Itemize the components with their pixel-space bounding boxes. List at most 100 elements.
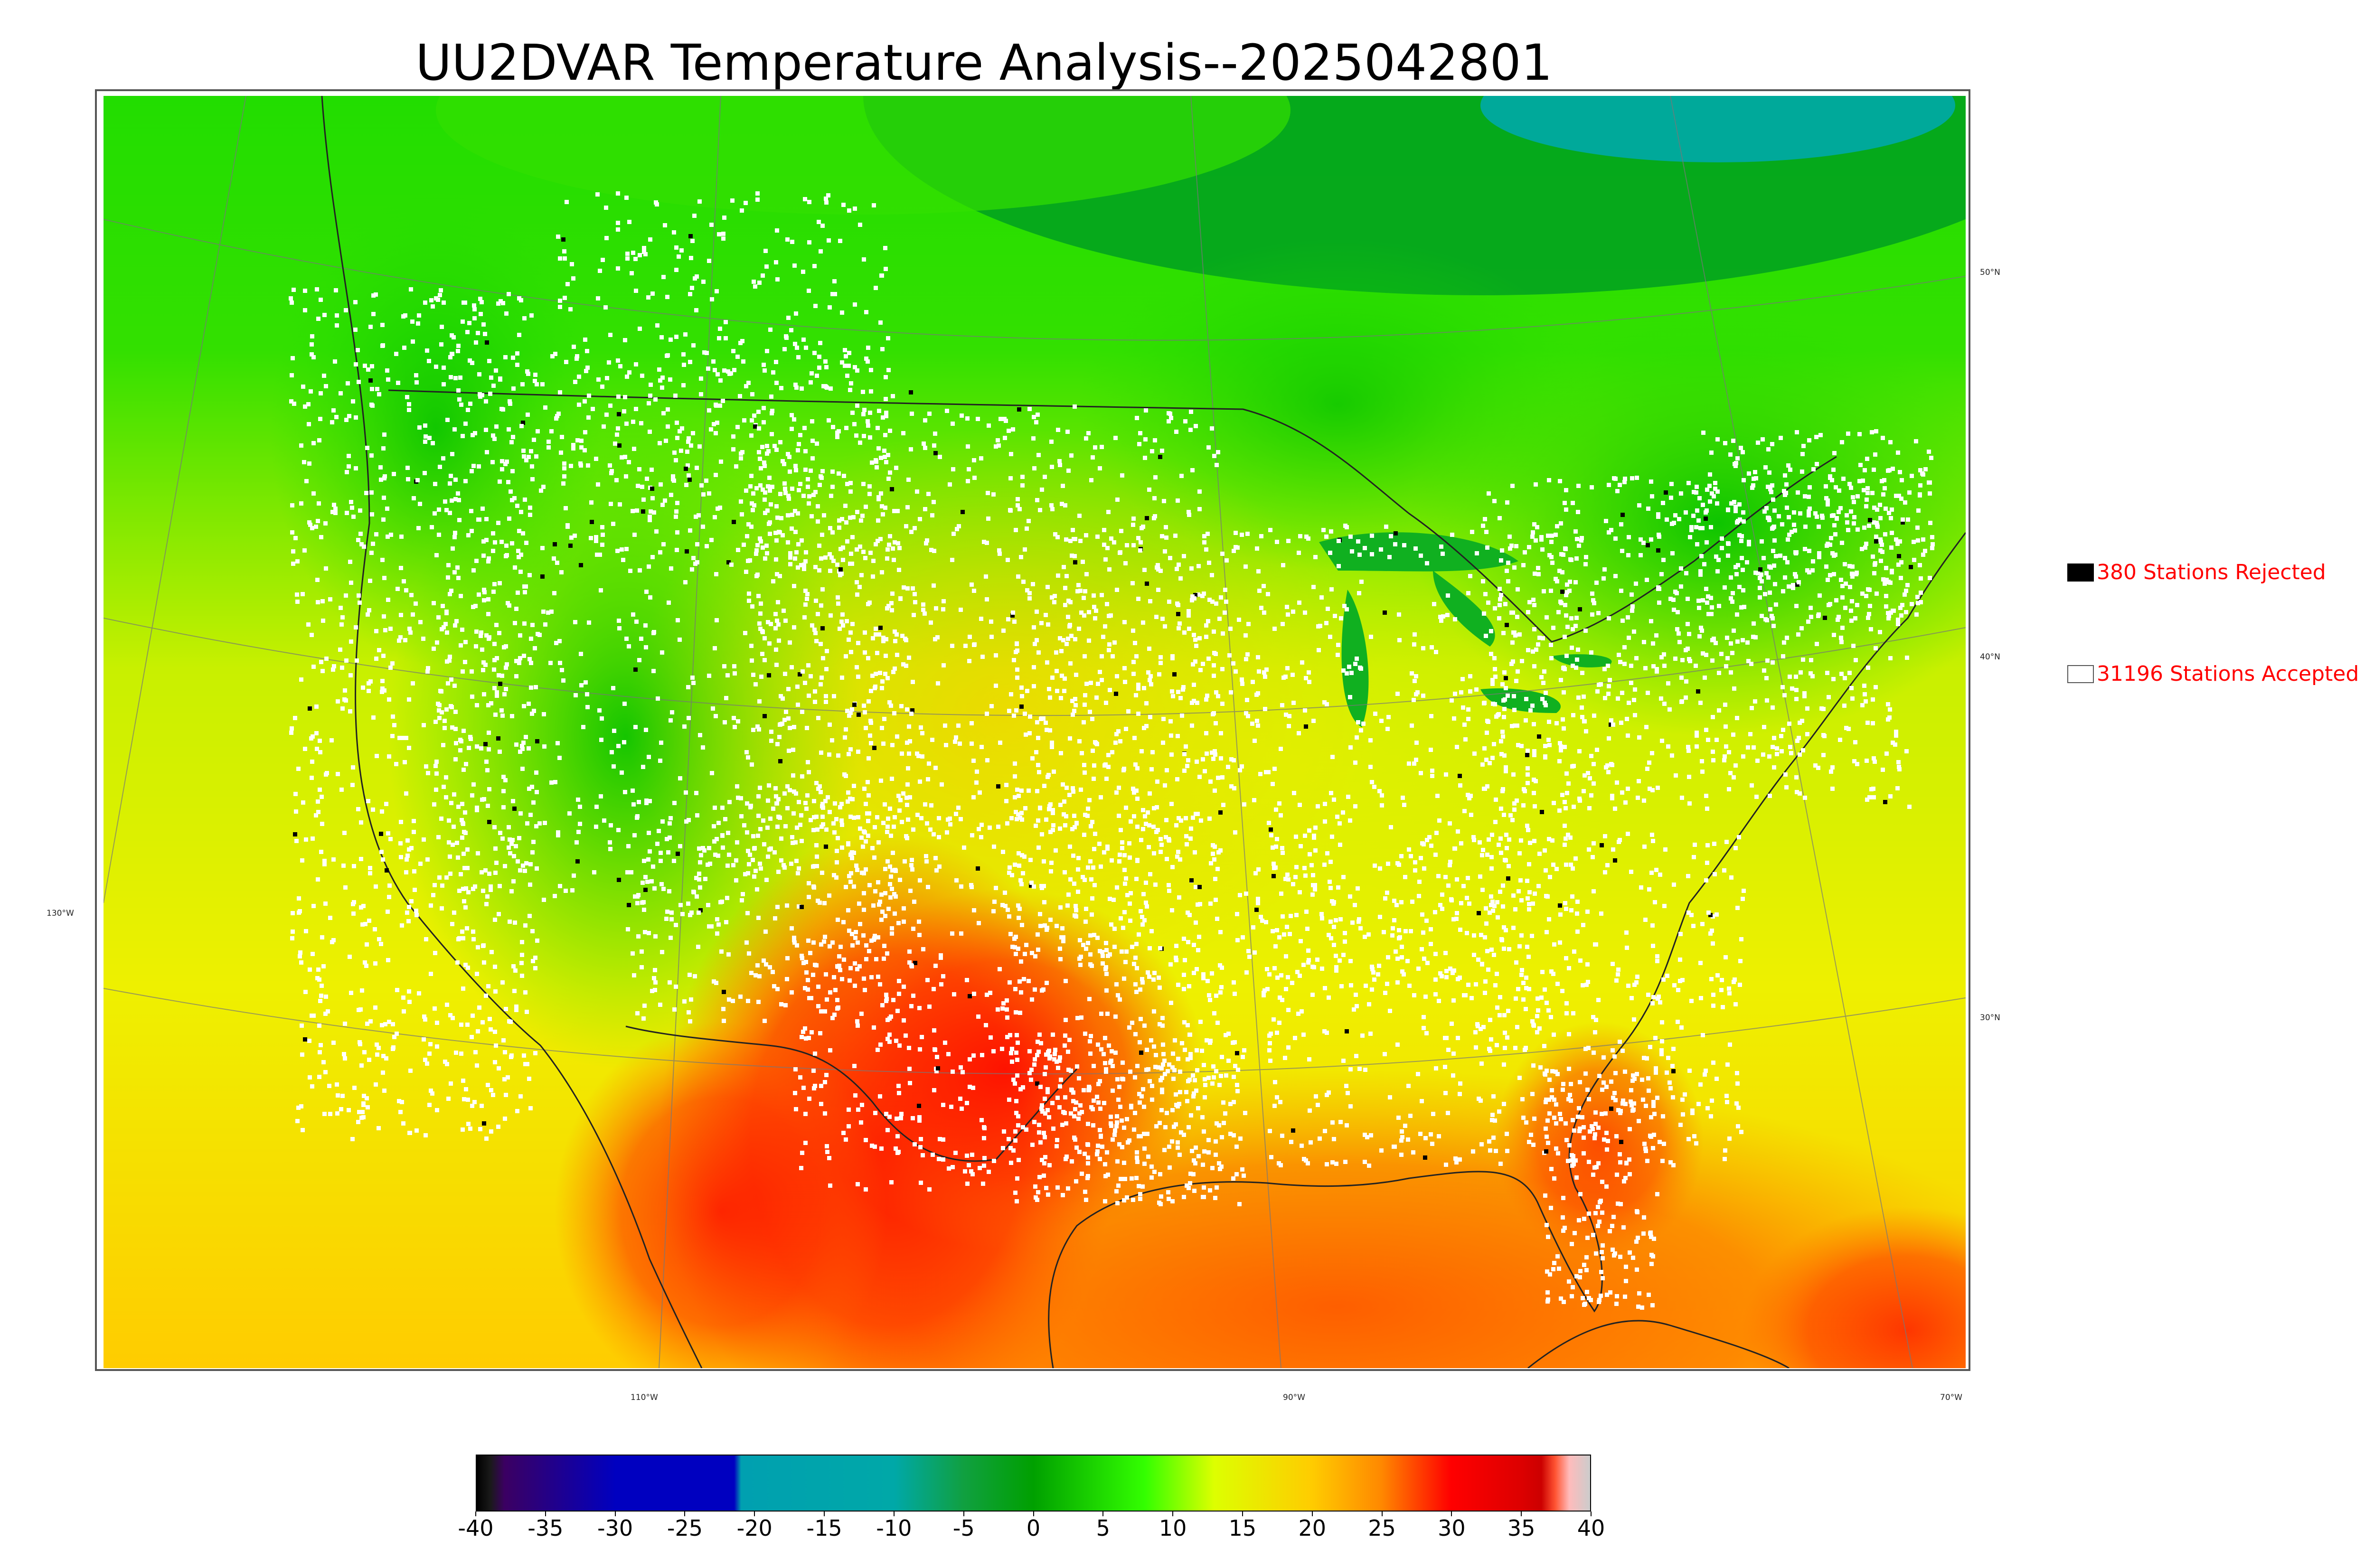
station-dot — [1559, 744, 1563, 749]
station-dot — [408, 630, 413, 635]
station-dot — [364, 491, 368, 495]
station-dot — [404, 870, 408, 874]
station-dot — [907, 751, 911, 756]
station-dot — [434, 553, 439, 557]
station-dot — [1505, 1035, 1509, 1040]
station-dot — [1073, 554, 1077, 558]
station-dot — [1517, 944, 1522, 948]
station-dot — [501, 775, 506, 779]
station-dot — [1394, 903, 1399, 907]
station-dot — [377, 392, 381, 396]
station-dot — [1696, 689, 1700, 694]
station-dot — [1590, 485, 1594, 489]
station-dot — [1068, 845, 1072, 849]
station-dot — [1444, 969, 1449, 973]
station-dot — [433, 764, 438, 768]
station-dot — [819, 1084, 823, 1088]
station-dot — [1678, 958, 1682, 962]
station-dot — [1730, 600, 1734, 604]
station-dot — [1206, 1076, 1211, 1080]
station-dot — [969, 883, 973, 887]
station-dot — [1017, 507, 1022, 511]
station-dot — [1072, 882, 1076, 886]
station-dot — [985, 712, 989, 716]
station-dot — [336, 1093, 340, 1098]
station-dot — [920, 1035, 924, 1039]
station-dot — [856, 1182, 860, 1186]
station-dot — [1612, 1054, 1617, 1059]
station-dot — [1450, 533, 1454, 537]
station-dot — [1801, 748, 1805, 752]
station-dot — [1466, 591, 1470, 595]
station-dot — [461, 434, 465, 438]
station-dot — [1294, 835, 1298, 839]
station-dot — [1729, 670, 1733, 675]
station-dot — [1231, 661, 1235, 666]
station-dot — [1510, 484, 1515, 488]
station-dot — [1606, 770, 1611, 774]
station-dot — [1532, 664, 1536, 668]
station-dot — [994, 444, 998, 449]
station-dot — [548, 661, 553, 665]
station-dot — [1156, 563, 1160, 567]
station-dot — [820, 676, 824, 680]
station-dot — [1515, 615, 1519, 619]
station-dot — [1063, 823, 1067, 827]
station-dot — [1149, 767, 1154, 771]
station-dot — [937, 1157, 941, 1161]
station-dot — [1006, 908, 1010, 912]
station-dot — [1643, 918, 1648, 922]
station-dot — [796, 703, 800, 707]
station-dot — [1483, 991, 1487, 995]
station-dot — [767, 476, 772, 480]
station-dot — [1197, 935, 1201, 939]
station-dot — [319, 535, 323, 539]
station-dot — [694, 515, 698, 519]
station-dot — [890, 743, 895, 747]
station-dot — [1188, 1172, 1193, 1176]
station-dot — [1071, 528, 1075, 532]
station-dot — [1762, 668, 1766, 673]
station-dot — [1731, 591, 1735, 595]
station-dot — [1448, 967, 1452, 971]
station-dot — [450, 452, 454, 456]
station-dot — [1630, 604, 1635, 609]
station-dot — [1632, 1017, 1636, 1022]
station-dot — [1001, 1146, 1005, 1150]
station-dot — [901, 662, 905, 667]
station-dot — [1540, 547, 1545, 552]
station-dot — [770, 432, 774, 436]
station-dot — [1678, 932, 1683, 936]
station-dot — [1901, 520, 1905, 525]
station-dot — [1392, 918, 1396, 922]
station-dot — [585, 705, 590, 709]
station-dot — [933, 766, 938, 770]
station-dot — [1017, 851, 1021, 855]
station-dot — [1021, 580, 1026, 584]
station-dot — [1545, 1069, 1549, 1073]
station-dot — [1698, 701, 1703, 705]
station-dot — [772, 444, 777, 448]
station-dot — [1400, 955, 1404, 959]
station-dot — [1170, 865, 1175, 869]
station-dot — [1154, 615, 1159, 619]
station-dot — [1070, 827, 1074, 831]
station-dot — [408, 1069, 413, 1073]
station-dot — [798, 672, 802, 676]
station-dot — [1093, 883, 1097, 887]
station-dot — [669, 493, 673, 497]
station-dot — [1036, 818, 1040, 823]
station-dot — [1413, 868, 1417, 873]
station-dot — [1784, 482, 1789, 487]
station-dot — [519, 424, 524, 428]
station-dot — [950, 644, 954, 648]
station-dot — [1518, 878, 1523, 883]
station-dot — [487, 556, 491, 561]
station-dot — [1700, 770, 1705, 774]
station-dot — [460, 930, 464, 934]
station-dot — [1576, 510, 1580, 514]
station-dot — [301, 592, 305, 596]
station-dot — [1012, 620, 1017, 624]
station-dot — [1102, 850, 1106, 854]
station-dot — [443, 499, 447, 504]
